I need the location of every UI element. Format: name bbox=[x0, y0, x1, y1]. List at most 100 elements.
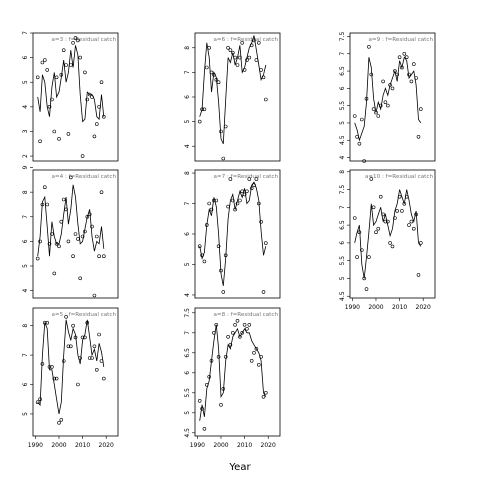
x-tick-label: 2020 bbox=[99, 442, 114, 449]
observed-point bbox=[367, 44, 371, 49]
observed-point bbox=[87, 92, 92, 97]
y-tick-label: 8 bbox=[22, 324, 29, 328]
observed-point bbox=[221, 386, 226, 391]
observed-point bbox=[78, 356, 82, 360]
y-tick-label: 6 bbox=[339, 241, 346, 245]
x-tick-label: 2000 bbox=[213, 442, 228, 449]
observed-point bbox=[254, 177, 259, 181]
observed-point bbox=[99, 80, 104, 84]
observed-point bbox=[240, 330, 244, 335]
observed-point bbox=[263, 97, 268, 102]
observed-point bbox=[66, 344, 71, 349]
observed-point bbox=[235, 318, 240, 323]
observed-point bbox=[205, 382, 209, 387]
observed-point bbox=[45, 320, 50, 325]
panel-label: a=5 : f=Residual catch bbox=[52, 312, 117, 318]
y-tick-label: 8 bbox=[22, 190, 29, 194]
observed-point bbox=[245, 58, 249, 62]
observed-point bbox=[252, 38, 256, 43]
observed-point bbox=[376, 226, 381, 231]
observed-point bbox=[254, 346, 259, 351]
x-tick-label: 1990 bbox=[345, 304, 360, 311]
y-tick-label: 6 bbox=[184, 371, 191, 375]
observed-point bbox=[207, 201, 211, 206]
observed-point bbox=[45, 68, 50, 72]
observed-point bbox=[245, 189, 249, 194]
fit-line bbox=[37, 319, 105, 414]
x-tick-label: 2020 bbox=[416, 304, 431, 311]
fit-line bbox=[37, 45, 105, 123]
observed-point bbox=[216, 80, 221, 84]
observed-point bbox=[395, 72, 400, 77]
observed-point bbox=[209, 70, 214, 75]
y-tick-label: 7.5 bbox=[184, 308, 191, 318]
observed-point bbox=[359, 248, 364, 252]
panel-frame bbox=[194, 32, 281, 162]
y-tick-label: 8 bbox=[339, 170, 346, 174]
observed-point bbox=[219, 402, 223, 407]
y-tick-label: 4 bbox=[339, 155, 346, 159]
observed-point bbox=[407, 223, 411, 227]
y-tick-label: 6.5 bbox=[339, 220, 346, 230]
observed-point bbox=[52, 129, 57, 134]
panel-frame bbox=[32, 169, 119, 299]
panel-frame bbox=[32, 307, 119, 437]
observed-point bbox=[231, 330, 235, 335]
observed-point bbox=[390, 86, 395, 91]
observed-point bbox=[57, 137, 61, 141]
y-tick-label: 6 bbox=[22, 56, 29, 60]
observed-point bbox=[54, 75, 59, 80]
observed-point bbox=[214, 78, 219, 82]
observed-point bbox=[59, 417, 64, 422]
observed-point bbox=[219, 129, 223, 134]
y-tick-label: 7.5 bbox=[339, 185, 346, 195]
observed-point bbox=[85, 97, 90, 102]
observed-point bbox=[245, 326, 249, 331]
fit-line bbox=[199, 35, 267, 144]
observed-point bbox=[66, 239, 71, 244]
y-tick-label: 7 bbox=[184, 70, 191, 74]
observed-point bbox=[40, 362, 45, 366]
observed-point bbox=[235, 201, 240, 206]
y-tick-label: 4 bbox=[22, 105, 29, 109]
y-tick-label: 4 bbox=[184, 144, 191, 148]
observed-point bbox=[228, 48, 233, 53]
observed-point bbox=[254, 58, 259, 62]
observed-point bbox=[409, 79, 414, 84]
observed-point bbox=[47, 365, 52, 369]
observed-point bbox=[45, 202, 50, 207]
observed-point bbox=[247, 55, 252, 60]
observed-point bbox=[90, 224, 94, 229]
observed-point bbox=[383, 219, 388, 224]
observed-point bbox=[256, 362, 261, 367]
observed-point bbox=[238, 334, 242, 339]
y-tick-label: 5.5 bbox=[184, 388, 191, 398]
observed-point bbox=[64, 63, 68, 67]
observed-point bbox=[369, 72, 374, 77]
observed-point bbox=[99, 190, 104, 194]
panel-label: a=4 : f=Residual catch bbox=[52, 174, 117, 180]
observed-point bbox=[352, 216, 357, 220]
observed-point bbox=[38, 397, 42, 402]
observed-point bbox=[83, 229, 87, 234]
y-tick-label: 7 bbox=[339, 52, 346, 56]
y-tick-label: 4 bbox=[22, 289, 29, 293]
y-tick-label: 5 bbox=[339, 121, 346, 125]
observed-point bbox=[374, 230, 378, 234]
observed-point bbox=[61, 197, 66, 202]
observed-point bbox=[400, 65, 404, 70]
panel-label: a=8 : f=Residual catch bbox=[214, 312, 279, 318]
observed-point bbox=[209, 358, 214, 363]
observed-point bbox=[69, 63, 73, 67]
observed-point bbox=[259, 220, 263, 224]
y-tick-label: 5 bbox=[184, 262, 191, 266]
panel-2: 4 5 6 7 8 9 a=4 : f=Residual catch bbox=[22, 165, 119, 299]
observed-point bbox=[252, 183, 256, 187]
observed-point bbox=[259, 354, 263, 359]
observed-point bbox=[402, 202, 407, 206]
observed-point bbox=[71, 323, 75, 328]
observed-point bbox=[35, 75, 40, 80]
observed-point bbox=[259, 68, 263, 72]
observed-point bbox=[50, 97, 54, 102]
observed-point bbox=[76, 38, 80, 43]
